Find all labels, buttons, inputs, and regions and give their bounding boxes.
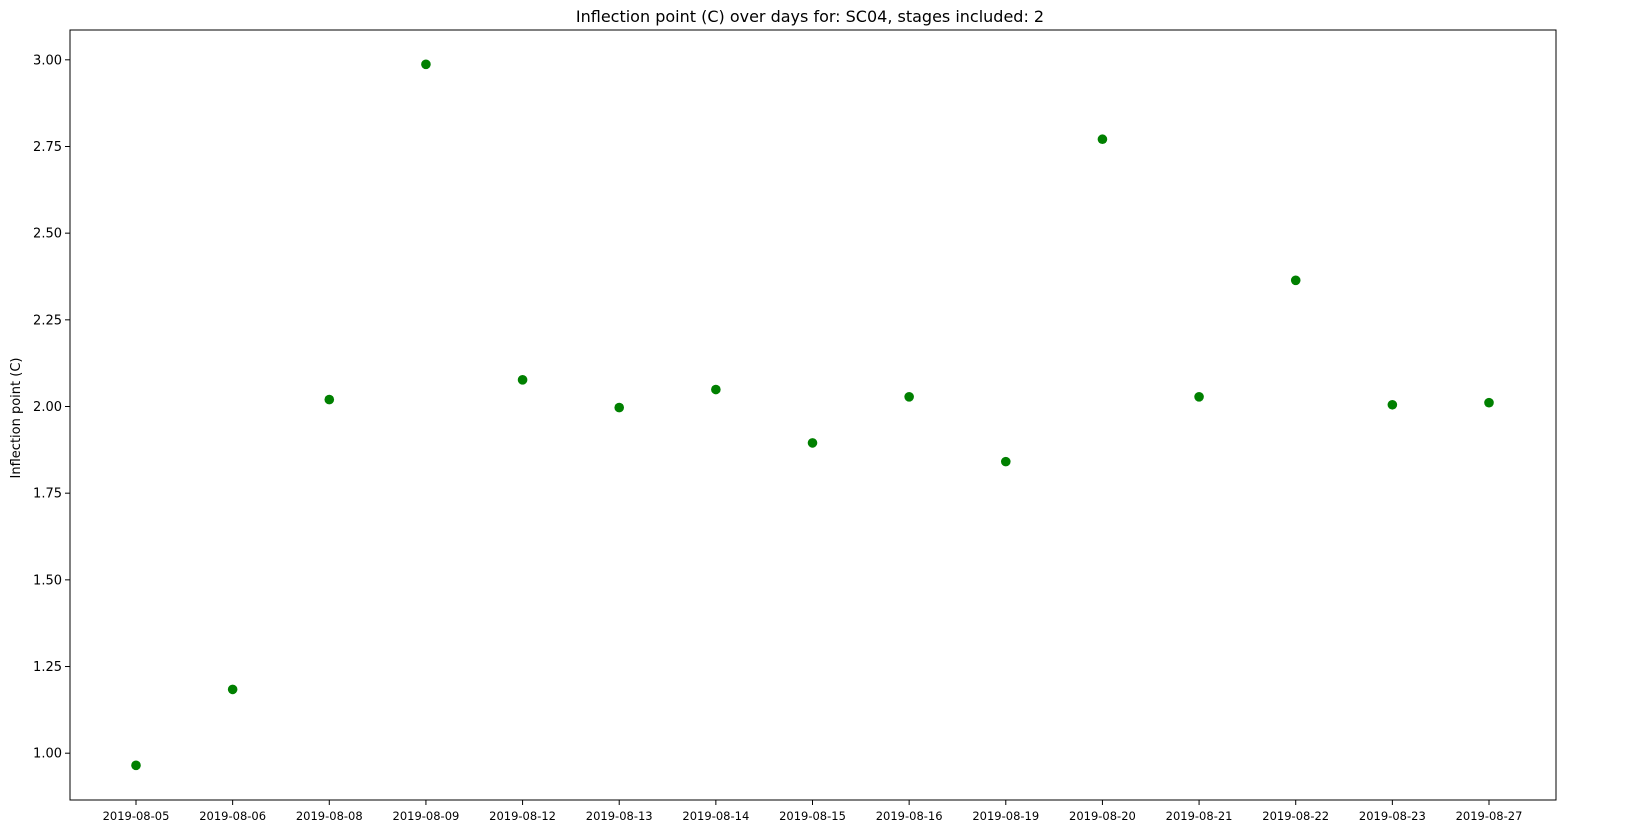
y-tick-label: 2.25 [33,313,62,328]
data-point [1387,399,1398,410]
data-point [614,402,625,413]
data-point [807,438,818,448]
data-point [1194,391,1204,402]
data-point [904,391,914,402]
x-tick-label: 2019-08-19 [972,809,1039,823]
x-tick-label: 2019-08-12 [489,809,556,823]
data-point [1290,275,1301,286]
chart-title: Inflection point (C) over days for: SC04… [576,7,1044,26]
x-tick-label: 2019-08-06 [199,809,266,823]
x-tick-label: 2019-08-09 [393,809,460,823]
data-point [517,375,528,385]
data-point [324,394,335,405]
x-tick-label: 2019-08-27 [1456,809,1523,823]
x-tick-label: 2019-08-21 [1166,809,1233,823]
y-tick-label: 1.25 [33,660,62,675]
x-axis-ticks: 2019-08-05 2019-08-06 2019-08-08 2019-08-09… [103,800,1523,823]
data-point [227,684,238,695]
x-tick-label: 2019-08-08 [296,809,363,823]
x-tick-label: 2019-08-22 [1262,809,1329,823]
plot-area-frame [69,29,1557,801]
x-tick-label: 2019-08-05 [103,809,170,823]
y-tick-label: 1.00 [33,747,62,762]
y-axis-label: Inflection point (C) [9,358,24,479]
data-point [1484,397,1494,408]
data-point [1097,134,1108,145]
x-tick-label: 2019-08-16 [876,809,943,823]
y-tick-label: 2.00 [33,400,62,415]
y-tick-label: 3.00 [33,53,62,68]
x-tick-label: 2019-08-23 [1359,809,1426,823]
data-point [711,384,721,395]
data-points [131,59,1494,771]
y-tick-label: 2.50 [33,227,62,242]
x-tick-label: 2019-08-20 [1069,809,1136,823]
y-axis-ticks: 1.00 1.25 1.50 1.75 2.00 2.25 2.50 2.75 3.00 [33,53,70,762]
data-point [421,59,431,70]
x-tick-label: 2019-08-13 [586,809,653,823]
x-tick-label: 2019-08-14 [682,809,749,823]
y-tick-label: 1.50 [33,573,62,588]
x-tick-label: 2019-08-15 [779,809,846,823]
y-tick-label: 1.75 [33,487,62,502]
y-tick-label: 2.75 [33,140,62,155]
data-point [1000,456,1011,467]
data-point [131,760,141,771]
